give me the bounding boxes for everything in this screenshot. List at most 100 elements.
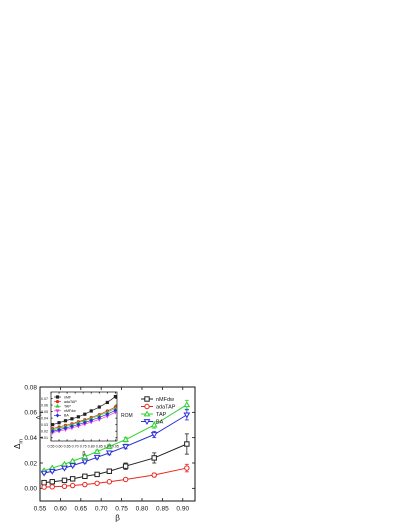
main-legend-marker — [143, 419, 151, 426]
inset-legend-marker — [55, 400, 60, 404]
main-data-point — [184, 441, 190, 447]
main-series-BA — [40, 409, 191, 477]
main-data-point — [49, 484, 55, 490]
main-data-point — [69, 463, 77, 470]
main-data-point — [61, 483, 68, 490]
inset-legend-marker — [55, 403, 60, 408]
main-data-point — [81, 459, 89, 466]
inset-annotation: ROM — [121, 413, 133, 419]
inset-data-point — [51, 423, 55, 427]
inset-legend-label: adaTAP — [64, 400, 77, 404]
main-x-tick-label: 0.65 — [74, 506, 87, 513]
main-data-point — [69, 482, 76, 489]
main-x-tick-label: 0.60 — [54, 506, 67, 513]
main-data-point — [151, 455, 157, 461]
inset-data-point — [105, 412, 110, 417]
inset-data-point — [113, 408, 118, 413]
main-series-nMFdw — [41, 433, 190, 486]
inset-legend-label: BA — [64, 414, 69, 418]
inset-y-tick-label: 0.04 — [41, 416, 48, 420]
main-x-tick-label: 0.70 — [95, 506, 108, 513]
main-data-point — [151, 472, 157, 478]
inset-data-point — [89, 409, 93, 413]
main-data-point — [183, 412, 191, 419]
main-x-axis-label: β — [115, 514, 120, 523]
main-x-tick-label: 0.85 — [156, 506, 169, 513]
main-data-point — [94, 471, 100, 478]
main-data-point — [49, 479, 55, 485]
main-data-point — [48, 468, 56, 475]
inset-y-tick-label: 0.01 — [41, 436, 48, 440]
inset-data-point — [113, 394, 117, 399]
inset-data-point — [76, 415, 80, 419]
main-data-point — [184, 465, 190, 471]
main-legend-label: TAP — [156, 412, 167, 418]
inset-y-tick-label: 0.06 — [41, 403, 48, 407]
main-data-point — [93, 448, 101, 454]
inset-series-nMF — [51, 394, 117, 427]
inset-series-line — [52, 409, 116, 432]
inset-x-tick-label: 0.95 — [112, 445, 119, 449]
main-legend-marker — [144, 403, 150, 410]
main-series-line — [43, 404, 188, 472]
inset-series-BA — [50, 408, 118, 434]
inset-x-tick-label: 0.80 — [88, 445, 95, 449]
main-legend-marker — [144, 396, 150, 402]
inset-y-axis-label: Δn — [36, 414, 43, 420]
main-data-point — [94, 480, 100, 486]
main-series-line — [44, 467, 187, 488]
inset-legend-marker — [55, 395, 60, 399]
inset-x-tick-label: 0.70 — [72, 445, 79, 449]
inset-y-axis-label-subscript: n — [39, 414, 43, 416]
inset-y-tick-label: 0.07 — [41, 397, 48, 401]
inset-data-point — [63, 419, 68, 423]
inset-x-tick-label: 0.60 — [56, 445, 63, 449]
inset-legend-label: nMFdw — [64, 409, 76, 413]
main-data-point — [41, 484, 47, 490]
main-legend-label: adaTAP — [156, 404, 176, 410]
main-series-line — [44, 443, 188, 484]
main-data-point — [81, 453, 89, 460]
inset-data-point — [83, 412, 87, 416]
inset-y-tick-label: 0.03 — [41, 423, 48, 427]
main-data-point — [41, 479, 47, 486]
main-y-tick-label: 0.02 — [24, 460, 37, 467]
inset-x-tick-label: 0.90 — [104, 445, 111, 449]
inset-data-point — [89, 418, 93, 423]
main-y-tick-label: 0.04 — [24, 435, 37, 442]
inset-x-tick-label: 0.55 — [48, 445, 55, 449]
main-x-tick-label: 0.90 — [176, 506, 189, 513]
main-data-point — [106, 468, 113, 474]
main-y-tick-label: 0.08 — [24, 384, 37, 391]
inset-data-point — [70, 424, 74, 429]
main-y-tick-label: 0.06 — [24, 410, 37, 417]
main-data-point — [122, 444, 130, 451]
inset-x-tick-label: 0.85 — [96, 445, 103, 449]
inset-data-point — [50, 429, 55, 434]
inset-data-point — [97, 405, 101, 409]
main-legend-label: nMFdw — [156, 397, 174, 403]
main-data-point — [69, 476, 76, 482]
inset-series-line — [52, 411, 116, 433]
main-x-tick-label: 0.80 — [136, 506, 149, 513]
main-data-point — [183, 401, 191, 408]
main-data-point — [150, 421, 158, 428]
inset-series-line — [52, 396, 116, 426]
main-data-point — [122, 476, 129, 483]
inset-series-line — [52, 408, 116, 431]
main-legend-marker — [143, 410, 151, 417]
main-data-point — [150, 432, 158, 439]
main-data-point — [82, 481, 88, 488]
inset-data-point — [57, 421, 61, 425]
main-data-point — [61, 477, 68, 484]
main-data-point — [93, 454, 101, 461]
main-chart: 0.55 0.60 0.65 0.70 0.75 0.80 0.85 0.900.000.02… — [13, 384, 196, 523]
inset-data-point — [76, 422, 81, 427]
inset-data-point — [105, 400, 109, 405]
main-series-adaTAP — [41, 463, 190, 490]
inset-data-point — [70, 417, 74, 421]
main-data-point — [69, 457, 77, 464]
inset-data-point — [63, 425, 68, 431]
inset-x-axis-label: β — [82, 451, 85, 457]
